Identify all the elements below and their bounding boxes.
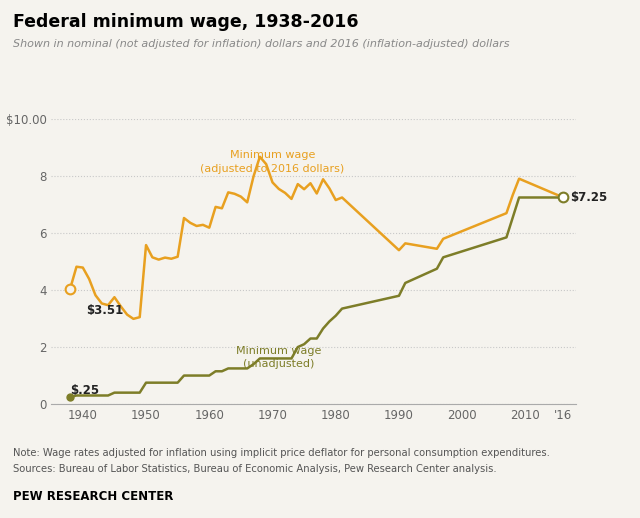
Text: $7.25: $7.25 xyxy=(570,191,607,204)
Text: Note: Wage rates adjusted for inflation using implicit price deflator for person: Note: Wage rates adjusted for inflation … xyxy=(13,448,550,458)
Text: Shown in nominal (not adjusted for inflation) dollars and 2016 (inflation-adjust: Shown in nominal (not adjusted for infla… xyxy=(13,39,509,49)
Text: Federal minimum wage, 1938-2016: Federal minimum wage, 1938-2016 xyxy=(13,13,358,31)
Text: $.25: $.25 xyxy=(70,384,99,397)
Text: $3.51: $3.51 xyxy=(86,304,124,317)
Text: Minimum wage
(adjusted to 2016 dollars): Minimum wage (adjusted to 2016 dollars) xyxy=(200,150,344,174)
Text: Minimum wage
(unadjusted): Minimum wage (unadjusted) xyxy=(236,346,321,369)
Text: PEW RESEARCH CENTER: PEW RESEARCH CENTER xyxy=(13,490,173,502)
Text: Sources: Bureau of Labor Statistics, Bureau of Economic Analysis, Pew Research C: Sources: Bureau of Labor Statistics, Bur… xyxy=(13,464,497,473)
